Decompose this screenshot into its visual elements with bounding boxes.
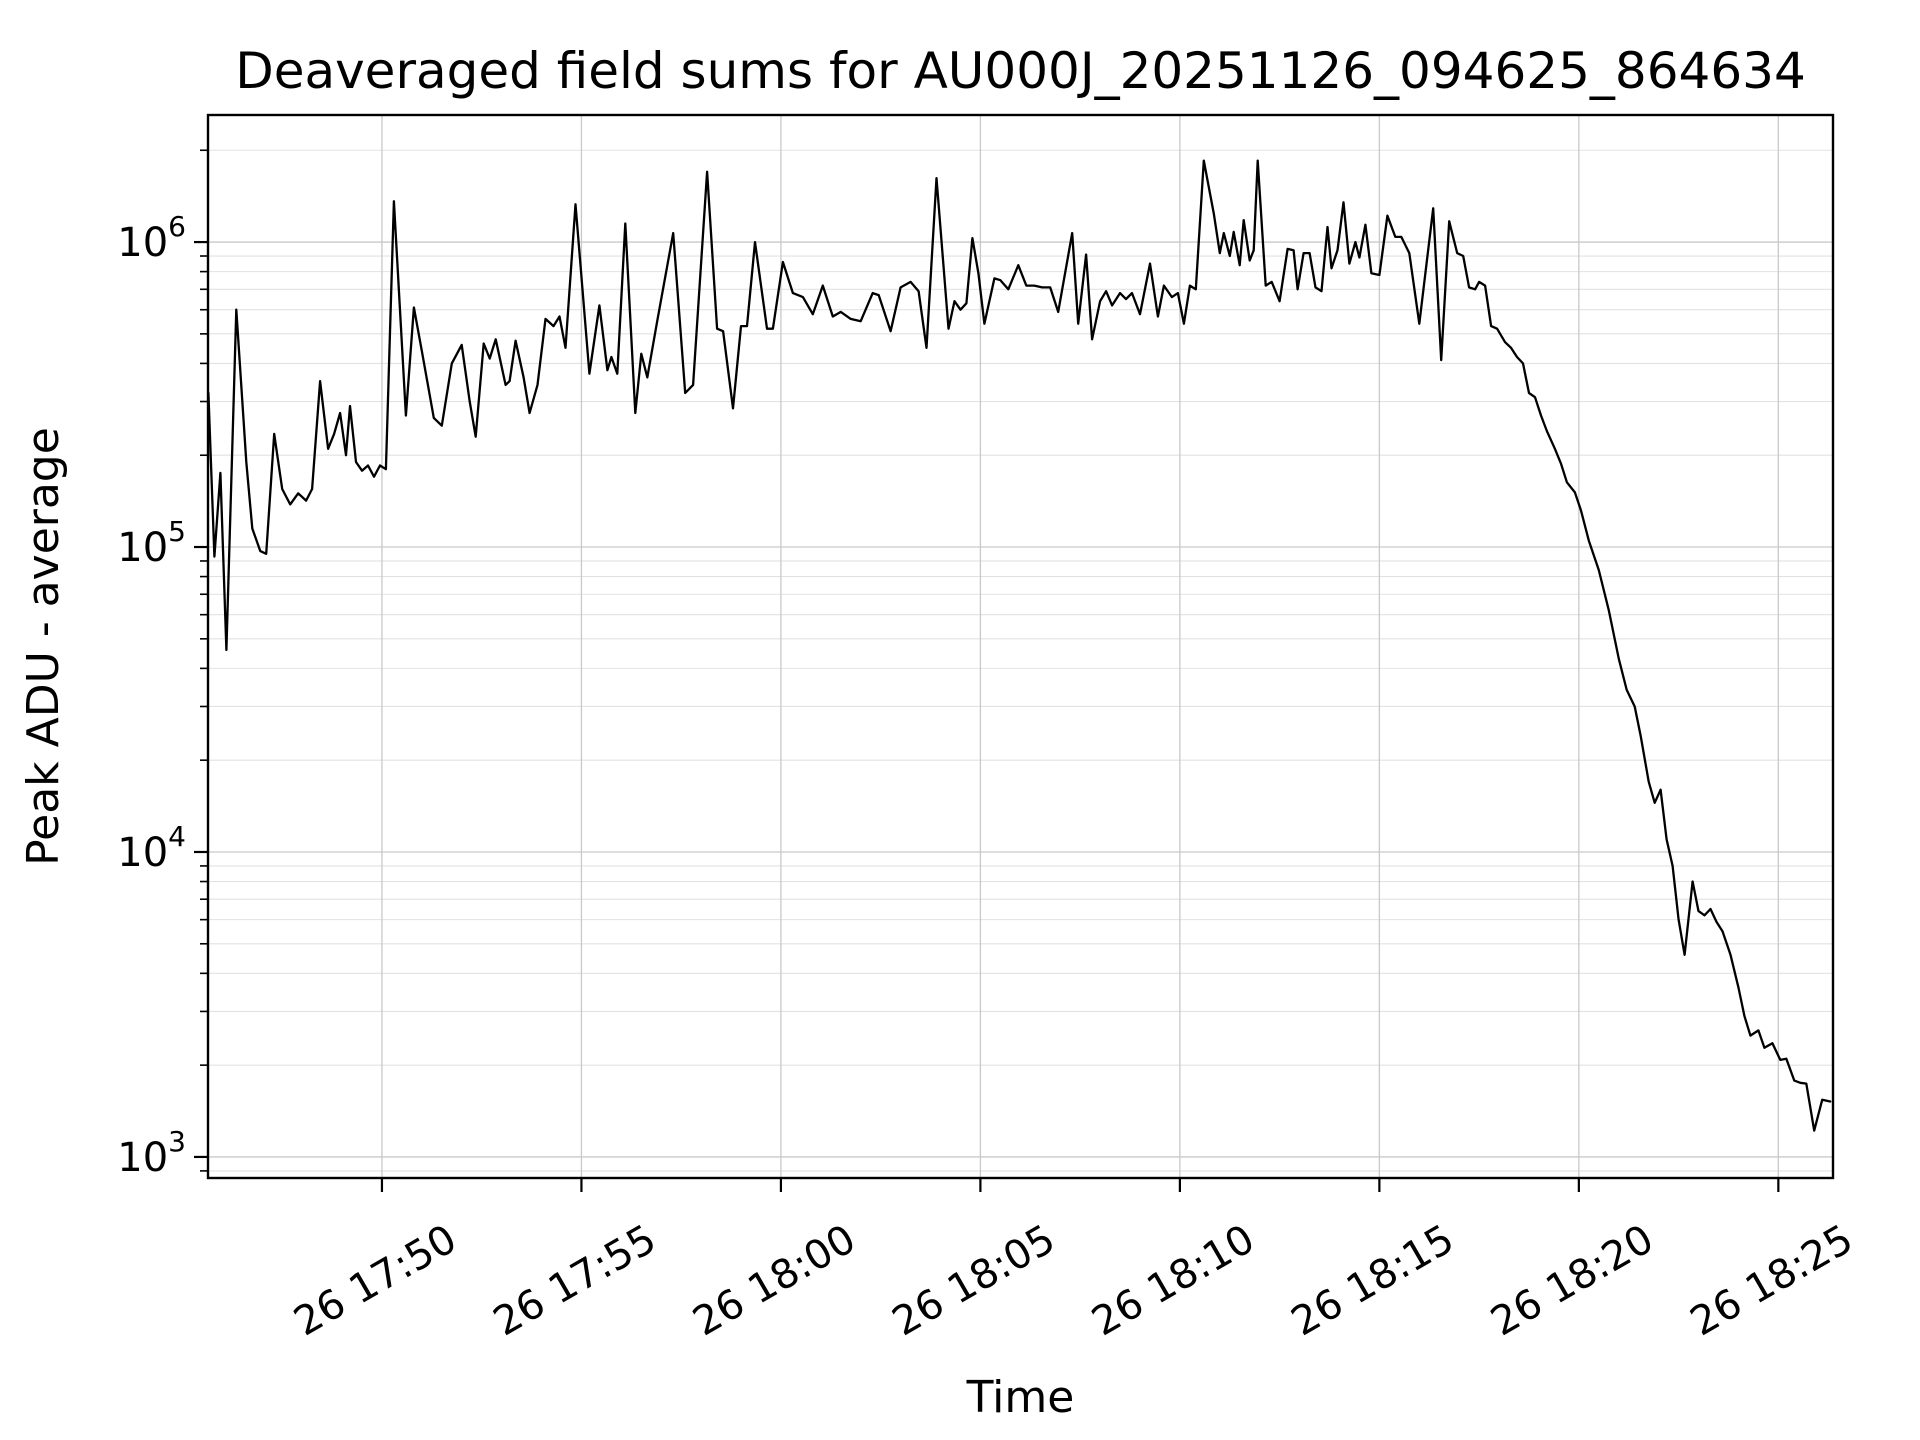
y-tick-label: 105 (117, 515, 186, 571)
plot-border-spines (206, 113, 1835, 1180)
axis-tick-marks (194, 149, 1780, 1192)
plot-area-background (208, 115, 1833, 1178)
y-tick-labels: 103 104 105 106 (117, 210, 186, 1181)
x-axis-label: Time (966, 1372, 1075, 1423)
data-series-line (207, 159, 1832, 1132)
y-tick-label: 106 (117, 210, 186, 266)
y-axis-label: Peak ADU - average (18, 427, 69, 866)
major-gridlines (208, 115, 1833, 1178)
y-tick-label: 104 (117, 820, 186, 876)
minor-gridlines (208, 149, 1833, 1172)
chart-title: Deaveraged field sums for AU000J_2025112… (235, 42, 1806, 100)
y-tick-label: 103 (117, 1125, 186, 1181)
